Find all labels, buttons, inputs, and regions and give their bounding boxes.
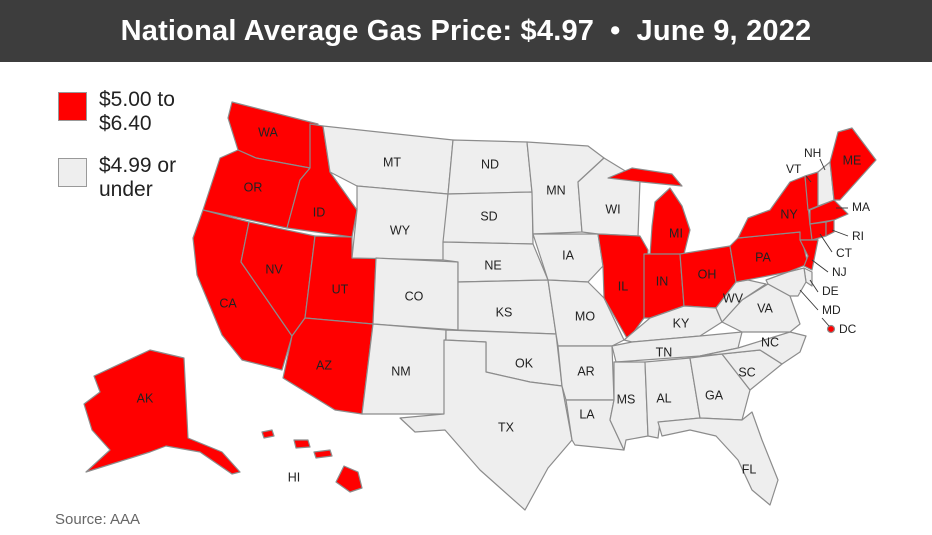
label-NH: NH [804,146,821,160]
label-OH: OH [698,267,717,281]
state-shapes [83,101,877,511]
legend-swatch-high [58,92,87,121]
label-ME: ME [843,153,862,167]
leader-DE [809,279,819,293]
label-AZ: AZ [316,358,332,372]
label-IL: IL [618,279,628,293]
state-MO [547,279,625,347]
leader-VT [805,175,812,183]
label-MI: MI [669,226,683,240]
label-PA: PA [755,250,771,264]
label-UT: UT [332,282,349,296]
leader-NH [819,158,826,171]
state-labels: WA OR CA NV ID UT AZ MT WY CO NM ND SD N… [137,125,870,484]
title-date: June 9, 2022 [636,14,812,47]
label-MO: MO [575,309,595,323]
state-HI-4 [335,465,363,493]
label-IA: IA [562,248,574,262]
label-NC: NC [761,335,779,349]
title-separator: • [610,14,621,47]
us-map: WA OR CA NV ID UT AZ MT WY CO NM ND SD N… [83,101,877,511]
label-TX: TX [498,420,515,434]
label-MN: MN [546,183,565,197]
label-DE: DE [822,284,839,298]
label-GA: GA [705,388,724,402]
state-CT [809,221,827,241]
label-NM: NM [391,364,410,378]
label-MT: MT [383,155,401,169]
state-AK [83,349,241,475]
source-note: Source: AAA [55,511,141,528]
state-NJ [799,239,819,271]
state-MD [765,267,807,297]
label-SC: SC [738,365,755,379]
state-HI-1 [261,429,275,439]
title-text: National Average Gas Price: $4.97 [120,14,595,47]
label-CA: CA [219,296,237,310]
label-AR: AR [577,364,594,378]
label-RI: RI [852,229,864,243]
state-NC [699,331,807,365]
label-OR: OR [244,180,263,194]
label-CO: CO [405,289,424,303]
label-NY: NY [780,207,798,221]
label-NE: NE [484,258,501,272]
label-ID: ID [313,205,326,219]
label-FL: FL [742,462,757,476]
state-FL [657,411,779,506]
label-MS: MS [617,392,636,406]
label-NV: NV [265,262,283,276]
state-MI [649,187,691,257]
legend-label-low: $4.99 or under [99,154,177,201]
state-TX [399,339,573,511]
state-HI-2 [293,439,311,449]
leader-MD [799,289,819,311]
state-IL [597,233,649,341]
label-MD: MD [822,303,841,317]
state-TN [611,331,743,363]
state-RI [825,219,835,237]
label-WA: WA [258,125,278,139]
label-KY: KY [673,316,690,330]
label-LA: LA [579,407,595,421]
label-NJ: NJ [832,265,847,279]
state-MI-upper [607,167,683,187]
label-TN: TN [656,345,673,359]
label-WV: WV [723,291,744,305]
state-MA [809,199,849,225]
map-title: National Average Gas Price: $4.97 • June… [0,0,932,62]
legend-swatch-low [58,158,87,187]
legend-item-low: $4.99 or under [58,154,209,202]
label-WY: WY [390,223,411,237]
leader-DC [821,317,830,327]
label-KS: KS [496,305,513,319]
label-CT: CT [836,246,853,260]
leader-RI [831,229,849,237]
label-WI: WI [605,202,620,216]
label-AL: AL [656,391,671,405]
state-DC [826,324,836,334]
label-OK: OK [515,356,534,370]
legend-item-high: $5.00 to $6.40 [58,88,209,136]
legend: $5.00 to $6.40 $4.99 or under [58,88,209,220]
label-AK: AK [137,391,154,405]
label-VA: VA [757,301,773,315]
label-IN: IN [656,274,669,288]
state-IA [532,233,604,283]
label-SD: SD [480,209,497,223]
legend-label-high: $5.00 to $6.40 [99,88,175,135]
label-HI: HI [288,470,301,484]
leader-CT [819,233,833,253]
label-ND: ND [481,157,499,171]
label-DC: DC [839,322,857,336]
leader-NJ [811,259,829,273]
label-MA: MA [852,200,870,214]
state-HI-3 [313,449,333,459]
label-VT: VT [786,162,802,176]
